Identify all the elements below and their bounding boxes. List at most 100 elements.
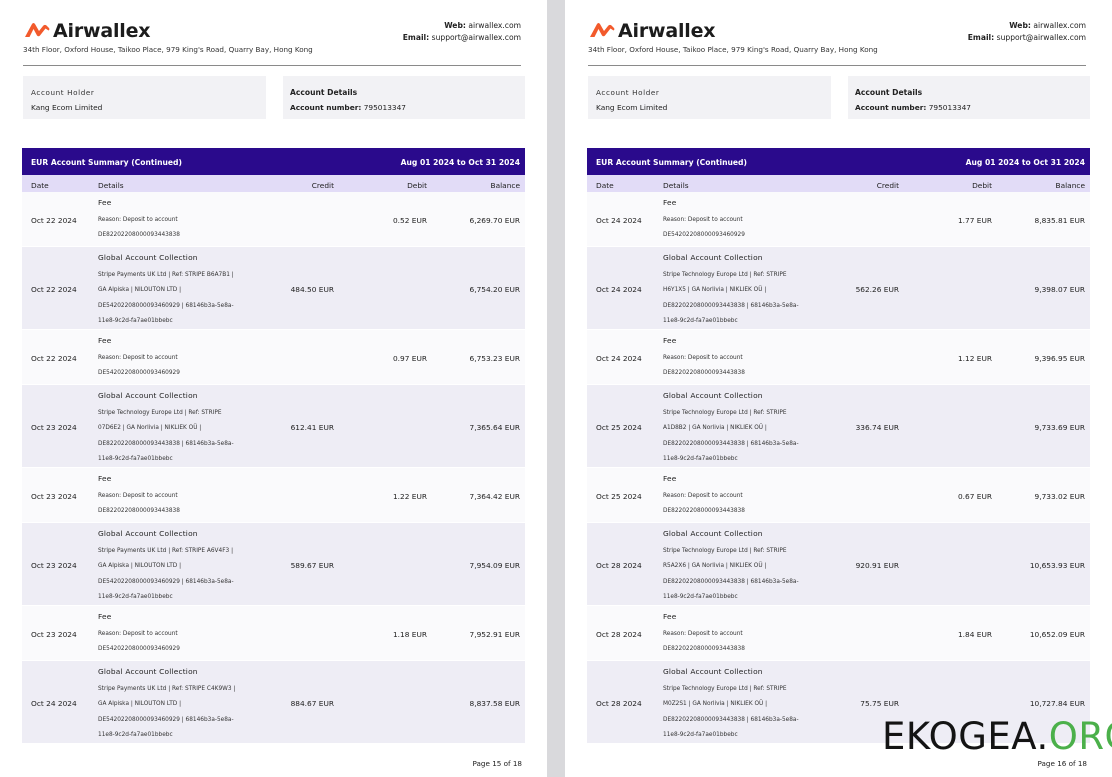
row-title: Fee — [98, 198, 112, 207]
row-detail-line: Stripe Payments UK Ltd | Ref: STRIPE B6A… — [98, 272, 234, 278]
row-detail-line: 11e8-9c2d-fa7ae01bbebc — [663, 732, 738, 739]
table-row: Oct 25 2024 Fee Reason: Deposit to account… — [587, 468, 1090, 522]
airwallex-logo: Airwallex — [588, 18, 716, 44]
row-detail-line: Stripe Technology Europe Ltd | Ref: STRI… — [663, 686, 787, 692]
row-details: Stripe Technology Europe Ltd | Ref: STRI… — [663, 544, 799, 606]
table-row: Oct 23 2024 Fee Reason: Deposit to account… — [22, 606, 525, 660]
row-credit: 562.26 EUR — [855, 284, 899, 294]
row-title: Global Account Collection — [663, 667, 763, 676]
row-date: Oct 23 2024 — [31, 629, 77, 639]
brand-name: Airwallex — [618, 20, 716, 42]
row-balance: 7,365.64 EUR — [469, 422, 520, 432]
contact-info: Web: airwallex.com Email: support@airwal… — [968, 20, 1086, 44]
row-detail-line: DE82202208000093443838 — [98, 508, 180, 515]
header-divider — [588, 65, 1086, 66]
row-date: Oct 28 2024 — [596, 629, 642, 639]
summary-header-bar: EUR Account Summary (Continued) Aug 01 2… — [587, 148, 1090, 175]
row-debit: 1.18 EUR — [392, 629, 427, 639]
row-detail-line: 11e8-9c2d-fa7ae01bbebc — [98, 732, 173, 739]
row-balance: 7,952.91 EUR — [469, 629, 520, 639]
table-row: Oct 24 2024 Fee Reason: Deposit to account… — [587, 330, 1090, 384]
table-row: Oct 23 2024 Global Account Collection Stri… — [22, 385, 525, 467]
row-detail-line: DE82202208000093443838 — [98, 232, 180, 239]
row-detail-line: 11e8-9c2d-fa7ae01bbebc — [663, 594, 738, 601]
account-holder-name: Kang Ecom Limited — [596, 103, 668, 112]
row-date: Oct 23 2024 — [31, 422, 77, 432]
row-credit: 920.91 EUR — [855, 560, 899, 570]
row-details: Stripe Technology Europe Ltd | Ref: STRI… — [663, 268, 799, 330]
row-title: Global Account Collection — [663, 529, 763, 538]
summary-header-bar: EUR Account Summary (Continued) Aug 01 2… — [22, 148, 525, 175]
row-detail-line: 11e8-9c2d-fa7ae01bbebc — [663, 318, 738, 325]
row-detail-line: DE82202208000093443838 — [663, 646, 745, 653]
row-title: Global Account Collection — [98, 253, 198, 262]
row-title: Global Account Collection — [98, 529, 198, 538]
page-number: Page 16 of 18 — [1037, 759, 1087, 768]
summary-title: EUR Account Summary (Continued) — [596, 158, 747, 167]
row-detail-line: Stripe Technology Europe Ltd | Ref: STRI… — [663, 548, 787, 554]
account-details-label: Account Details — [290, 88, 358, 97]
row-detail-line: GA Alpiska | NILOUTON LTD | — [98, 701, 182, 708]
row-detail-line: Stripe Technology Europe Ltd | Ref: STRI… — [663, 410, 787, 416]
account-number: Account number: 795013347 — [855, 103, 972, 112]
row-detail-line: DE54202208000093460929 — [663, 232, 745, 239]
row-debit: 1.22 EUR — [392, 491, 427, 501]
table-row: Oct 24 2024 Global Account Collection Stri… — [587, 247, 1090, 329]
row-date: Oct 25 2024 — [596, 491, 642, 501]
row-detail-line: DE82202208000093443838 | 68146b3a-5e8a- — [663, 302, 799, 309]
row-detail-line: A1D8B2 | GA Norlivia | NIKLIEK OÜ | — [663, 425, 767, 432]
web-link[interactable]: airwallex.com — [1033, 21, 1086, 30]
row-detail-line: DE82202208000093443838 — [663, 370, 745, 377]
row-details: Reason: Deposit to account DE822022080000… — [663, 351, 745, 382]
row-date: Oct 24 2024 — [31, 698, 77, 708]
table-row: Oct 24 2024 Fee Reason: Deposit to account… — [587, 192, 1090, 246]
row-detail-line: DE82202208000093443838 | 68146b3a-5e8a- — [663, 716, 799, 723]
row-detail-line: 11e8-9c2d-fa7ae01bbebc — [663, 456, 738, 463]
row-detail-line: DE82202208000093443838 | 68146b3a-5e8a- — [663, 440, 799, 447]
page-number: Page 15 of 18 — [472, 759, 522, 768]
row-title: Fee — [663, 198, 677, 207]
row-detail-line: 11e8-9c2d-fa7ae01bbebc — [98, 594, 173, 601]
row-detail-line: M0Z2S1 | GA Norlivia | NIKLIEK OÜ | — [663, 701, 768, 708]
row-title: Fee — [663, 474, 677, 483]
row-details: Reason: Deposit to account DE542022080000… — [663, 213, 745, 244]
row-debit: 0.97 EUR — [392, 353, 427, 363]
row-balance: 10,653.93 EUR — [1029, 560, 1085, 570]
table-row: Oct 28 2024 Global Account Collection Stri… — [587, 661, 1090, 743]
row-title: Fee — [663, 336, 677, 345]
row-detail-line: DE82202208000093443838 | 68146b3a-5e8a- — [663, 578, 799, 585]
web-label: Web: — [444, 21, 466, 30]
table-row: Oct 23 2024 Fee Reason: Deposit to account… — [22, 468, 525, 522]
row-detail-line: Reason: Deposit to account — [663, 355, 743, 361]
row-detail-line: R5A2X6 | GA Norlivia | NIKLIEK OÜ | — [663, 563, 767, 570]
row-date: Oct 24 2024 — [596, 215, 642, 225]
table-row: Oct 28 2024 Global Account Collection Stri… — [587, 523, 1090, 605]
table-header: Date Details Credit Debit Balance — [587, 175, 1090, 192]
row-details: Stripe Technology Europe Ltd | Ref: STRI… — [98, 406, 234, 468]
row-balance: 8,835.81 EUR — [1034, 215, 1085, 225]
row-credit: 75.75 EUR — [860, 698, 899, 708]
row-detail-line: Reason: Deposit to account — [663, 631, 743, 637]
row-date: Oct 22 2024 — [31, 284, 77, 294]
row-detail-line: H6Y1X5 | GA Norlivia | NIKLIEK OÜ | — [663, 287, 767, 294]
email-link[interactable]: support@airwallex.com — [431, 33, 521, 42]
table-row: Oct 22 2024 Global Account Collection Stri… — [22, 247, 525, 329]
row-title: Fee — [98, 612, 112, 621]
table-row: Oct 24 2024 Global Account Collection Stri… — [22, 661, 525, 743]
web-link[interactable]: airwallex.com — [468, 21, 521, 30]
company-address: 34th Floor, Oxford House, Taikoo Place, … — [588, 45, 878, 54]
col-debit: Debit — [972, 181, 992, 190]
email-label: Email: — [402, 33, 430, 42]
row-detail-line: Reason: Deposit to account — [98, 355, 178, 361]
statement-page-15: Airwallex 34th Floor, Oxford House, Taik… — [0, 0, 547, 777]
row-detail-line: Reason: Deposit to account — [663, 493, 743, 499]
web-label: Web: — [1009, 21, 1031, 30]
row-date: Oct 24 2024 — [596, 353, 642, 363]
row-detail-line: DE82202208000093443838 — [663, 508, 745, 515]
summary-title: EUR Account Summary (Continued) — [31, 158, 182, 167]
email-link[interactable]: support@airwallex.com — [996, 33, 1086, 42]
table-row: Oct 25 2024 Global Account Collection Stri… — [587, 385, 1090, 467]
row-date: Oct 23 2024 — [31, 491, 77, 501]
row-date: Oct 22 2024 — [31, 353, 77, 363]
col-credit: Credit — [876, 181, 899, 190]
